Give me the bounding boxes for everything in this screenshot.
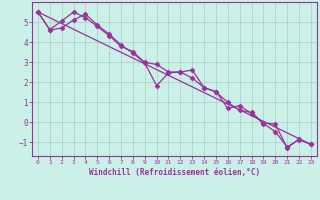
X-axis label: Windchill (Refroidissement éolien,°C): Windchill (Refroidissement éolien,°C)	[89, 168, 260, 177]
